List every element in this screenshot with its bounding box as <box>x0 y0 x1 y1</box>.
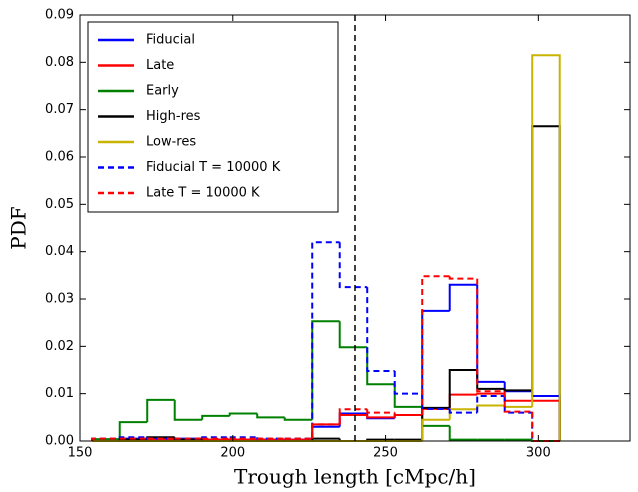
histogram-step <box>476 395 505 413</box>
histogram-step <box>448 393 478 409</box>
histogram-step <box>421 406 450 440</box>
histogram-step <box>256 437 285 440</box>
histogram-step <box>476 284 505 383</box>
x-axis-label: Trough length [cMpc/h] <box>234 465 476 489</box>
histogram-step <box>532 399 561 441</box>
histogram-step <box>448 369 478 408</box>
histogram-step <box>201 436 230 439</box>
histogram-step <box>448 408 478 414</box>
histogram-step <box>476 404 505 410</box>
histogram-step <box>173 437 203 441</box>
x-tick-label: 150 <box>68 446 93 461</box>
histogram-step <box>311 241 340 439</box>
histogram-step <box>476 370 505 390</box>
histogram-step <box>283 417 313 421</box>
histogram-step <box>118 436 148 439</box>
histogram-step <box>421 309 450 415</box>
histogram-step <box>503 391 533 413</box>
y-axis-label: PDF <box>7 206 31 249</box>
histogram-step <box>448 408 478 420</box>
histogram-step <box>476 392 505 395</box>
histogram-step <box>531 54 561 441</box>
histogram-step <box>531 411 560 442</box>
legend-label: Late T = 10000 K <box>146 186 260 201</box>
histogram-step <box>421 407 450 415</box>
y-tick-label: 0.02 <box>45 339 74 354</box>
legend-label: Fiducial T = 10000 K <box>146 160 281 175</box>
legend-label: Late <box>146 58 174 73</box>
histogram-step <box>338 413 368 425</box>
histogram-step <box>173 399 203 421</box>
histogram-step <box>448 276 478 280</box>
histogram-step <box>338 321 368 349</box>
x-tick-label: 300 <box>526 446 551 461</box>
y-tick-label: 0.09 <box>45 8 74 23</box>
histogram-step <box>256 413 285 419</box>
histogram-step <box>91 437 120 441</box>
histogram-step <box>448 425 478 441</box>
histogram-step <box>531 391 561 441</box>
histogram-step <box>311 423 340 439</box>
histogram-step <box>146 398 175 423</box>
histogram-step <box>421 418 450 441</box>
histogram-step <box>228 412 258 416</box>
histogram-step <box>366 287 395 372</box>
histogram-step <box>146 437 175 440</box>
histogram-step <box>448 283 478 311</box>
histogram-step <box>393 412 423 416</box>
histogram-step <box>531 125 561 441</box>
legend-label: Early <box>146 84 179 99</box>
legend-label: Low-res <box>146 135 196 150</box>
y-tick-label: 0.07 <box>45 102 74 117</box>
histogram-step <box>366 409 395 414</box>
histogram-step <box>393 384 423 408</box>
x-tick-label: 250 <box>373 446 398 461</box>
histogram-step <box>421 275 450 415</box>
histogram-step <box>531 412 560 442</box>
histogram-step <box>201 414 230 420</box>
y-tick-label: 0.00 <box>45 434 74 449</box>
legend-label: Fiducial <box>146 33 195 48</box>
histogram-step <box>393 370 423 395</box>
y-tick-label: 0.06 <box>45 150 74 165</box>
histogram-step <box>476 278 505 393</box>
histogram-step <box>338 408 368 425</box>
y-tick-label: 0.05 <box>45 197 74 212</box>
histogram-step <box>503 396 533 414</box>
histogram-step <box>503 393 533 402</box>
histogram-step <box>421 393 450 410</box>
y-tick-label: 0.01 <box>45 386 74 401</box>
y-tick-label: 0.03 <box>45 292 74 307</box>
histogram-step <box>366 347 395 386</box>
histogram-step <box>503 405 533 408</box>
histogram-step <box>311 320 340 420</box>
histogram-step <box>338 242 368 289</box>
x-tick-label: 200 <box>220 446 245 461</box>
y-tick-label: 0.04 <box>45 244 74 259</box>
plot-frame <box>79 14 631 442</box>
histogram-step <box>118 421 148 440</box>
y-tick-label: 0.08 <box>45 55 74 70</box>
legend-label: High-res <box>146 109 201 124</box>
histogram-step <box>503 388 533 392</box>
histogram-step <box>366 414 395 419</box>
